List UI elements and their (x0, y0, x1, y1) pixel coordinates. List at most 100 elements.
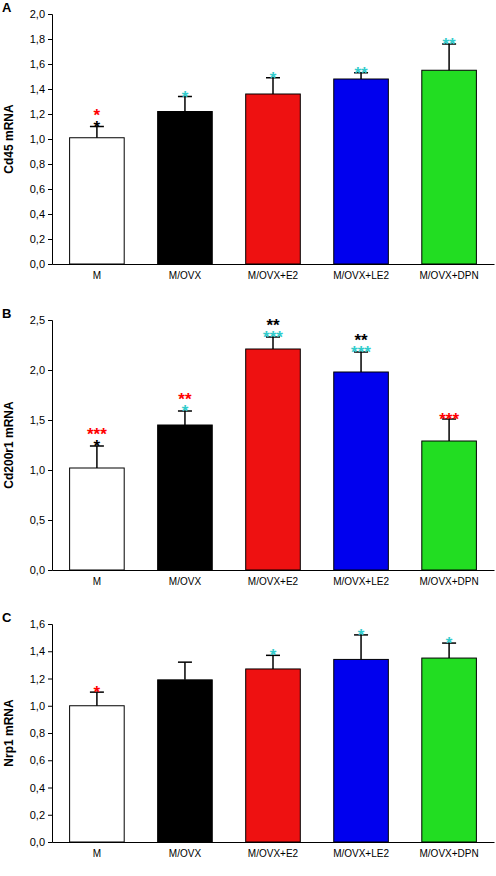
bar (158, 425, 213, 570)
tick: 1,6 (30, 618, 52, 630)
tick-mark (48, 420, 52, 421)
tick-mark (48, 320, 52, 321)
tick: 1,6 (30, 58, 52, 70)
tick: 1,5 (30, 414, 52, 426)
tick: M/OVX+E2 (248, 570, 299, 587)
tick-label: 1,4 (30, 83, 45, 95)
tick: 0,8 (30, 727, 52, 739)
tick-label: 0,8 (30, 727, 45, 739)
tick-label: 1,2 (30, 108, 45, 120)
tick-label: M/OVX+LE2 (333, 848, 389, 859)
bar (158, 680, 213, 842)
tick-label: 0,0 (30, 836, 45, 848)
tick-label: 1,0 (30, 700, 45, 712)
y-axis: 0,00,51,01,52,02,5 (30, 314, 53, 576)
tick-label: M/OVX+E2 (248, 576, 299, 587)
bar (158, 112, 213, 265)
panel: 0,00,20,40,60,81,01,21,41,61,82,0MM/OVXM… (2, 0, 495, 281)
tick-mark (48, 139, 52, 140)
y-axis-title: Nrp1 mRNA (2, 699, 16, 767)
tick-mark (48, 264, 52, 265)
tick: 0,8 (30, 158, 52, 170)
significance-marker: * (270, 69, 277, 88)
tick-label: M/OVX+DPN (420, 270, 479, 281)
tick-label: 2,0 (30, 364, 45, 376)
tick-label: 1,2 (30, 673, 45, 685)
axis-line (53, 842, 495, 843)
tick-mark (48, 239, 52, 240)
tick: M/OVX+E2 (248, 264, 299, 281)
tick: M/OVX+DPN (420, 264, 479, 281)
tick-label: M/OVX+DPN (420, 848, 479, 859)
significance-marker: *** (263, 328, 283, 347)
tick-mark (48, 470, 52, 471)
tick: 2,0 (30, 364, 52, 376)
tick: M/OVX+LE2 (333, 264, 389, 281)
tick: 2,5 (30, 314, 52, 326)
axis-line (48, 321, 53, 571)
tick-label: M/OVX+LE2 (333, 576, 389, 587)
tick-label: M (93, 848, 101, 859)
tick-label: M (93, 576, 101, 587)
tick-mark (48, 39, 52, 40)
tick-mark (48, 842, 52, 843)
tick-label: 0,2 (30, 233, 45, 245)
axis-line (48, 15, 53, 265)
tick-mark (48, 64, 52, 65)
tick-label: M/OVX (169, 848, 202, 859)
tick-label: 1,4 (30, 645, 45, 657)
tick: 0,5 (30, 514, 52, 526)
bar (422, 441, 477, 570)
tick-label: M/OVX+E2 (248, 848, 299, 859)
error-bar (178, 662, 192, 680)
significance-marker: * (182, 88, 189, 107)
tick: 1,0 (30, 133, 52, 145)
tick-label: 0,0 (30, 258, 45, 270)
panel-label: B (2, 306, 11, 321)
tick-mark (48, 651, 52, 652)
x-axis: M M/OVX M/OVX+E2 M/OVX+LE2 M/OVX+DPN (53, 264, 495, 281)
bar (246, 94, 301, 264)
y-axis-title: Cd200r1 mRNA (2, 401, 16, 489)
error-stem (184, 662, 186, 680)
y-axis: 0,00,20,40,60,81,01,21,41,61,82,0 (30, 8, 53, 270)
tick-mark (48, 706, 52, 707)
tick-label: M (93, 270, 101, 281)
axis-line (53, 264, 495, 265)
tick-mark (48, 570, 52, 571)
panel: 0,00,51,01,52,02,5MM/OVXM/OVX+E2M/OVX+LE… (2, 306, 495, 587)
tick-label: 0,6 (30, 754, 45, 766)
tick: 0,6 (30, 754, 52, 766)
tick-mark (48, 189, 52, 190)
tick-mark (48, 89, 52, 90)
tick-mark (48, 733, 52, 734)
tick: 0,0 (30, 258, 52, 270)
tick: M (93, 264, 101, 281)
tick-label: M/OVX+DPN (420, 576, 479, 587)
annotations: ******** (94, 35, 457, 137)
tick: 1,4 (30, 645, 52, 657)
tick-label: 1,5 (30, 414, 45, 426)
tick-mark (48, 214, 52, 215)
tick-label: M/OVX (169, 270, 202, 281)
plot-area (70, 337, 477, 570)
tick: 0,4 (30, 208, 52, 220)
tick: 1,0 (30, 464, 52, 476)
tick: M/OVX+E2 (248, 842, 299, 859)
annotations: ******************** (87, 316, 459, 456)
tick: M/OVX (169, 264, 202, 281)
tick-mark (48, 624, 52, 625)
panel-label: A (2, 0, 12, 15)
tick: 1,8 (30, 33, 52, 45)
tick-label: M/OVX (169, 576, 202, 587)
tick-label: M/OVX+E2 (248, 270, 299, 281)
x-axis: M M/OVX M/OVX+E2 M/OVX+LE2 M/OVX+DPN (53, 842, 495, 859)
bar (334, 372, 389, 570)
tick-label: 2,0 (30, 8, 45, 20)
tick-label: 1,0 (30, 464, 45, 476)
bar (422, 70, 477, 264)
tick: M/OVX+DPN (420, 570, 479, 587)
bar (334, 659, 389, 842)
tick: M/OVX (169, 570, 202, 587)
tick: 1,2 (30, 673, 52, 685)
